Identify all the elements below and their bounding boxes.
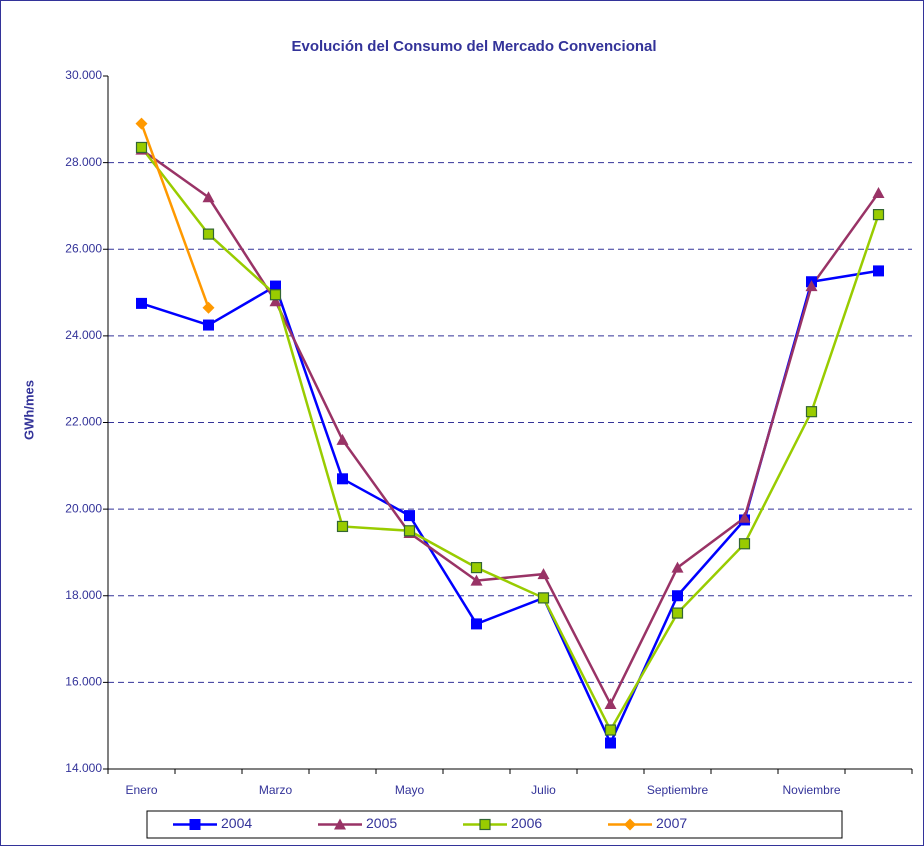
data-point — [471, 618, 482, 630]
x-tick-label: Marzo — [259, 783, 293, 797]
x-tick-label: Enero — [125, 783, 157, 797]
data-point — [605, 737, 616, 749]
y-tick-label: 14.000 — [65, 761, 102, 775]
chart-title: Evolución del Consumo del Mercado Conven… — [291, 38, 656, 55]
legend-label: 2006 — [511, 815, 542, 831]
data-point — [403, 525, 416, 537]
data-point — [604, 724, 617, 736]
data-point — [203, 319, 214, 331]
data-point — [269, 295, 282, 307]
data-point — [873, 265, 884, 277]
x-tick-label: Mayo — [395, 783, 425, 797]
legend-label: 2007 — [656, 815, 687, 831]
data-point — [738, 511, 751, 523]
series-line — [140, 146, 880, 733]
data-point — [202, 191, 215, 203]
data-point — [671, 561, 684, 573]
data-point — [872, 186, 885, 198]
data-point — [202, 228, 215, 240]
data-point — [671, 607, 684, 619]
data-point — [336, 520, 349, 533]
legend-label: 2004 — [221, 815, 252, 831]
data-point — [537, 568, 550, 580]
data-point — [202, 301, 215, 314]
series-line — [140, 123, 210, 309]
y-axis-label: GWh/mes — [21, 380, 36, 440]
x-tick-label: Julio — [531, 783, 556, 797]
data-point — [805, 280, 818, 292]
data-point — [269, 289, 282, 301]
legend-marker — [624, 818, 636, 831]
data-point — [404, 510, 415, 522]
y-tick-label: 24.000 — [65, 328, 102, 342]
data-point — [805, 406, 818, 418]
data-point — [336, 433, 349, 445]
legend-label: 2005 — [366, 815, 397, 831]
data-point — [470, 574, 483, 586]
data-point — [470, 561, 483, 574]
data-point — [604, 698, 617, 710]
x-tick-label: Noviembre — [782, 783, 840, 797]
legend-marker — [479, 818, 491, 831]
y-tick-label: 26.000 — [65, 241, 102, 255]
data-point — [136, 297, 147, 309]
y-tick-label: 16.000 — [65, 675, 102, 689]
y-tick-label: 30.000 — [65, 68, 102, 82]
legend-marker — [334, 818, 346, 830]
y-tick-label: 22.000 — [65, 415, 102, 429]
data-point — [672, 590, 683, 602]
data-point — [872, 209, 885, 221]
data-point — [270, 280, 281, 292]
y-tick-label: 20.000 — [65, 501, 102, 515]
data-point — [738, 538, 751, 550]
legend-marker — [189, 819, 201, 830]
data-point — [135, 141, 148, 154]
y-tick-label: 18.000 — [65, 588, 102, 602]
data-point — [537, 592, 550, 604]
y-tick-label: 28.000 — [65, 155, 102, 169]
x-tick-label: Septiembre — [647, 783, 709, 797]
data-point — [337, 473, 348, 485]
data-point — [135, 117, 148, 130]
